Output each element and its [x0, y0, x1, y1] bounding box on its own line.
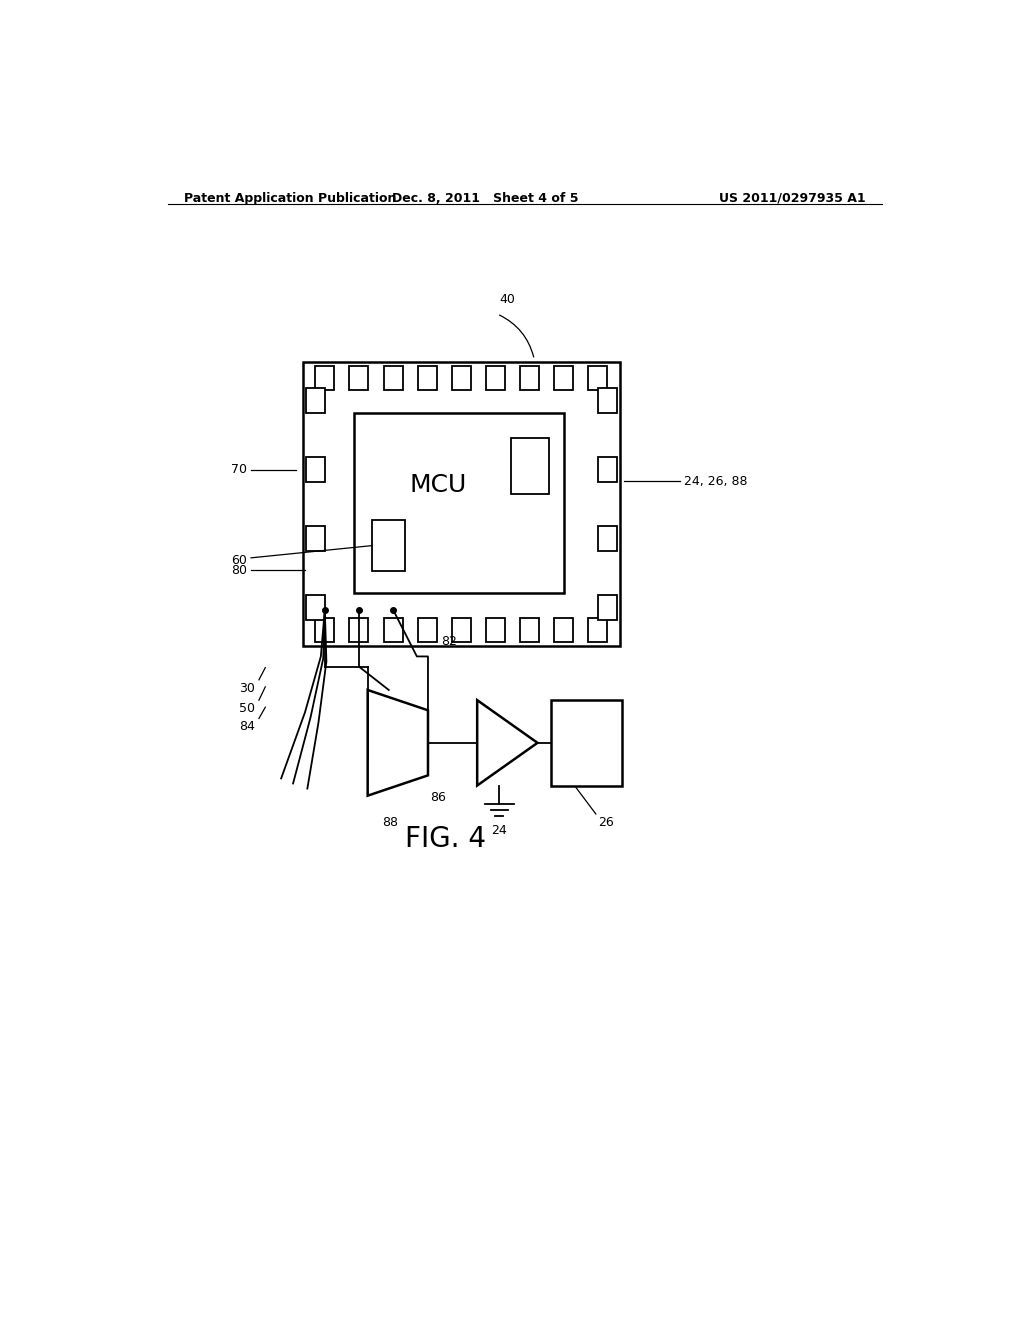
- Text: US 2011/0297935 A1: US 2011/0297935 A1: [720, 191, 866, 205]
- Bar: [418, 618, 436, 643]
- Bar: [349, 366, 369, 391]
- Bar: [452, 366, 471, 391]
- Bar: [554, 618, 573, 643]
- Bar: [354, 413, 564, 594]
- Bar: [598, 527, 616, 550]
- Bar: [303, 362, 621, 647]
- Text: 40: 40: [500, 293, 515, 306]
- Text: 86: 86: [430, 791, 446, 804]
- Bar: [306, 388, 325, 412]
- Bar: [306, 457, 325, 482]
- Bar: [520, 618, 539, 643]
- Bar: [598, 595, 616, 620]
- Bar: [452, 618, 471, 643]
- Bar: [588, 618, 607, 643]
- Polygon shape: [368, 690, 428, 796]
- Bar: [418, 366, 436, 391]
- Text: 24, 26, 88: 24, 26, 88: [684, 475, 748, 487]
- Bar: [588, 366, 607, 391]
- Bar: [486, 366, 505, 391]
- Text: 88: 88: [382, 816, 398, 829]
- Bar: [384, 618, 402, 643]
- Bar: [315, 366, 334, 391]
- Text: 50: 50: [239, 702, 255, 715]
- Bar: [315, 618, 334, 643]
- Text: 30: 30: [239, 682, 255, 694]
- Bar: [551, 700, 623, 785]
- Text: Patent Application Publication: Patent Application Publication: [183, 191, 396, 205]
- Text: 80: 80: [231, 564, 247, 577]
- Text: 84: 84: [239, 721, 255, 734]
- Bar: [486, 618, 505, 643]
- Bar: [384, 366, 402, 391]
- Bar: [598, 388, 616, 412]
- Text: Dec. 8, 2011   Sheet 4 of 5: Dec. 8, 2011 Sheet 4 of 5: [392, 191, 579, 205]
- Bar: [520, 366, 539, 391]
- Text: 26: 26: [598, 816, 614, 829]
- Bar: [554, 366, 573, 391]
- Bar: [306, 527, 325, 550]
- Bar: [306, 595, 325, 620]
- Text: MCU: MCU: [410, 473, 467, 496]
- Bar: [349, 618, 369, 643]
- Text: 70: 70: [231, 463, 247, 477]
- Bar: [372, 520, 404, 572]
- Polygon shape: [477, 700, 538, 785]
- Text: FIG. 4: FIG. 4: [404, 825, 486, 854]
- Text: 82: 82: [440, 635, 457, 648]
- Text: 60: 60: [231, 554, 247, 568]
- Bar: [598, 457, 616, 482]
- Bar: [511, 438, 549, 494]
- Text: 24: 24: [492, 824, 507, 837]
